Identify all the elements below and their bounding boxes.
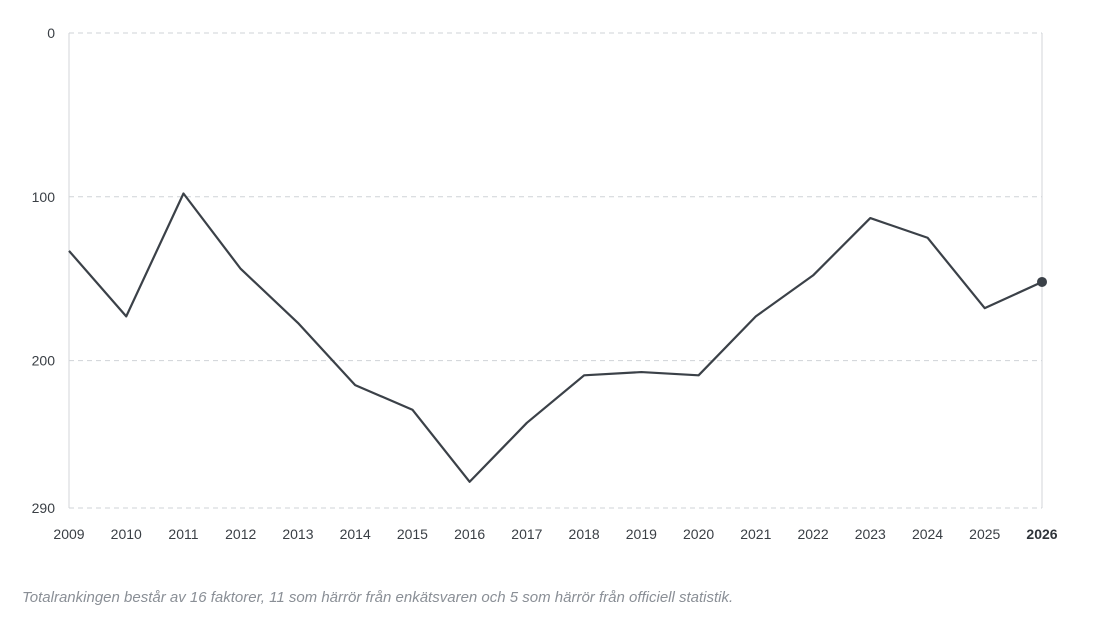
- x-tick-label: 2011: [168, 526, 198, 542]
- x-axis-ticks: 2009 2010 2011 2012 2013 2014 2015 2016 2017 2018…: [53, 526, 1057, 542]
- x-tick-label: 2013: [282, 526, 313, 542]
- x-tick-label: 2018: [569, 526, 600, 542]
- x-tick-label: 2009: [53, 526, 84, 542]
- x-tick-label: 2025: [969, 526, 1000, 542]
- series-group: [68, 192, 1047, 483]
- x-tick-label: 2015: [397, 526, 428, 542]
- y-tick-label: 290: [32, 500, 56, 516]
- x-tick-label: 2014: [340, 526, 371, 542]
- x-tick-label: 2026: [1026, 526, 1057, 542]
- y-tick-label: 100: [32, 189, 56, 205]
- y-axis-ticks: 0 100 200 290: [32, 25, 56, 516]
- x-tick-label: 2012: [225, 526, 256, 542]
- x-tick-label: 2020: [683, 526, 714, 542]
- x-tick-label: 2022: [797, 526, 828, 542]
- series-line: [68, 192, 1043, 483]
- x-tick-label: 2021: [740, 526, 771, 542]
- latest-point: [1037, 276, 1047, 287]
- x-tick-label: 2024: [912, 526, 943, 542]
- grid-lines: [68, 32, 1043, 509]
- x-tick-label: 2016: [454, 526, 485, 542]
- x-tick-label: 2010: [111, 526, 142, 542]
- y-tick-label: 200: [32, 353, 56, 369]
- y-tick-label: 0: [47, 25, 55, 41]
- chart-caption: Totalrankingen består av 16 faktorer, 11…: [22, 589, 734, 606]
- x-tick-label: 2017: [511, 526, 542, 542]
- x-tick-label: 2023: [855, 526, 886, 542]
- x-tick-label: 2019: [626, 526, 657, 542]
